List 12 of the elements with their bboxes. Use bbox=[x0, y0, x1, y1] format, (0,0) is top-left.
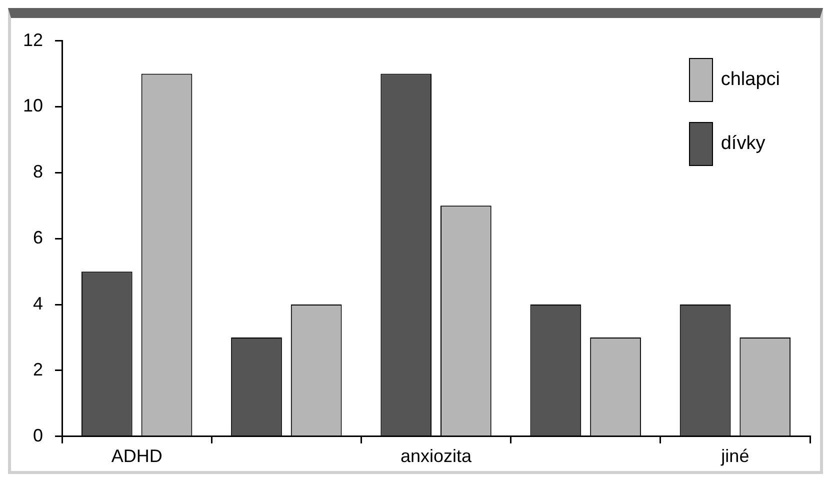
legend-label: chlapci bbox=[720, 69, 780, 91]
y-tick-label: 6 bbox=[33, 228, 44, 248]
y-tick-label: 4 bbox=[33, 294, 44, 314]
x-tick-label: jiné bbox=[720, 446, 750, 466]
x-tick-label: ADHD bbox=[111, 446, 162, 466]
y-tick-label: 8 bbox=[33, 162, 44, 182]
y-tick-label: 12 bbox=[22, 30, 44, 50]
x-tick-label: anxiozita bbox=[400, 446, 473, 466]
y-tick-label: 0 bbox=[33, 425, 44, 446]
y-tick-label: 10 bbox=[22, 96, 44, 116]
legend-label: dívky bbox=[720, 133, 766, 155]
y-tick-label: 2 bbox=[33, 359, 44, 380]
